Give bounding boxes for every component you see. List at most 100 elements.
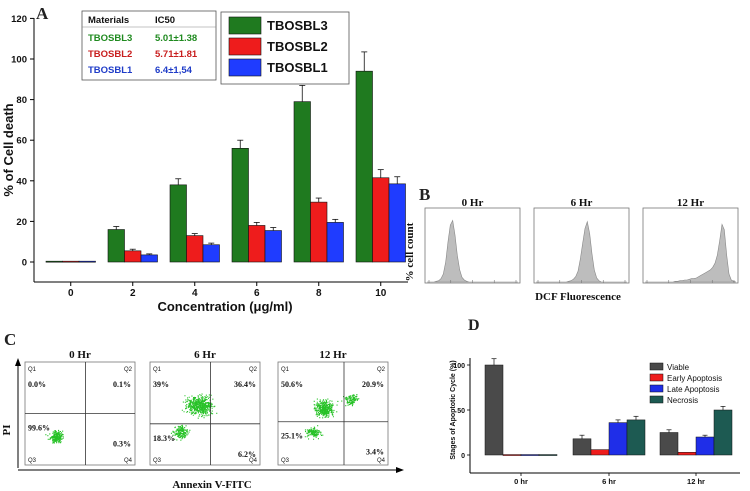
quadrant-q2-percent: 36.4% xyxy=(234,380,256,389)
bar-tbosbl1 xyxy=(264,230,282,263)
bar-tbosbl2 xyxy=(186,235,204,263)
panel-a-x-label: Concentration (μg/ml) xyxy=(157,299,292,314)
quadrant-tag: Q3 xyxy=(28,458,37,464)
ic50-row-material: TBOSBL3 xyxy=(88,33,132,44)
bar-late-apoptosis xyxy=(695,436,715,456)
histogram-1: 0 Hr xyxy=(424,197,521,284)
legend-swatch-tbosbl1 xyxy=(228,58,262,77)
bar-tbosbl1 xyxy=(202,244,220,263)
y-tick-label: 60 xyxy=(16,136,27,147)
legend-label-tbosbl1: TBOSBL1 xyxy=(267,60,328,75)
legend-label-tbosbl2: TBOSBL2 xyxy=(267,39,328,54)
panel-c-y-arrow xyxy=(15,358,21,366)
x-tick-label: 12 hr xyxy=(687,477,705,486)
panel-c: C 0 Hr Q1 Q2 Q3 Q4 0.0% 0.1% 99.6% 0.3% 6 Hr Q1 Q2 Q… xyxy=(1,330,404,491)
quadrant-q1-percent: 50.6% xyxy=(281,380,303,389)
bar-tbosbl1 xyxy=(140,254,158,263)
bar-tbosbl2 xyxy=(124,250,142,263)
bar-late-apoptosis xyxy=(608,422,628,456)
dotplot-title: 12 Hr xyxy=(319,349,346,361)
y-tick-label: 120 xyxy=(11,14,27,25)
panel-a-legend: TBOSBL3 TBOSBL2 TBOSBL1 xyxy=(220,11,350,85)
y-tick-label: 0 xyxy=(461,453,465,460)
y-tick-label: 80 xyxy=(16,95,27,106)
bar-tbosbl3 xyxy=(231,148,249,263)
bar-tbosbl1 xyxy=(326,222,344,263)
dotplot-1: 0 Hr Q1 Q2 Q3 Q4 0.0% 0.1% 99.6% 0.3% xyxy=(24,349,136,466)
dotplot-3: 12 Hr Q1 Q2 Q3 Q4 50.6% 20.9% 25.1% 3.4% xyxy=(277,349,389,466)
y-tick-label: 100 xyxy=(453,363,465,370)
panel-d-legend: Viable Early Apoptosis Late Apoptosis Ne… xyxy=(649,362,722,405)
histogram-3: 12 Hr xyxy=(642,197,739,284)
ic50-table-frame xyxy=(81,10,217,81)
histogram-area xyxy=(536,220,627,283)
bar-tbosbl3 xyxy=(45,260,63,263)
bar-early-apoptosis xyxy=(502,454,522,456)
quadrant-q3-percent: 99.6% xyxy=(28,424,50,433)
legend-swatch-late-apoptosis xyxy=(649,384,664,393)
quadrant-q3-percent: 18.3% xyxy=(153,434,175,443)
legend-label-late-apoptosis: Late Apoptosis xyxy=(667,385,719,394)
ic50-row-value: 5.01±1.38 xyxy=(155,33,197,44)
legend-label-early-apoptosis: Early Apoptosis xyxy=(667,374,722,383)
quadrant-tag: Q1 xyxy=(281,367,290,373)
quadrant-tag: Q3 xyxy=(281,458,290,464)
quadrant-q3-percent: 25.1% xyxy=(281,432,303,441)
bar-tbosbl2 xyxy=(310,201,328,263)
bar-necrosis xyxy=(538,454,558,456)
quadrant-tag: Q1 xyxy=(28,367,37,373)
quadrant-q2-percent: 0.1% xyxy=(113,380,131,389)
scatter-points xyxy=(304,394,360,440)
quadrant-q2-percent: 20.9% xyxy=(362,380,384,389)
legend-swatch-necrosis xyxy=(649,395,664,404)
quadrant-tag: Q1 xyxy=(153,367,162,373)
panel-c-dotplots: 0 Hr Q1 Q2 Q3 Q4 0.0% 0.1% 99.6% 0.3% 6 Hr Q1 Q2 Q3 Q… xyxy=(15,349,404,473)
histogram-title: 0 Hr xyxy=(462,197,484,209)
bar-early-apoptosis xyxy=(677,452,697,456)
y-tick-label: 20 xyxy=(16,217,27,228)
panel-b-label: B xyxy=(419,185,430,204)
dotplot-frame xyxy=(277,361,389,466)
x-tick-label: 8 xyxy=(316,288,322,299)
quadrant-tag: Q2 xyxy=(124,367,133,373)
legend-label-viable: Viable xyxy=(667,363,690,372)
panel-c-label: C xyxy=(4,330,16,349)
ic50-row-material: TBOSBL2 xyxy=(88,49,132,60)
histogram-title: 6 Hr xyxy=(571,197,593,209)
legend-swatch-tbosbl3 xyxy=(228,16,262,35)
panel-a-y-ticks: 0 20 40 60 80 100 120 xyxy=(11,14,34,269)
quadrant-tag: Q3 xyxy=(153,458,162,464)
bar-necrosis xyxy=(713,409,733,456)
histogram-area xyxy=(645,223,737,283)
legend-swatch-tbosbl2 xyxy=(228,37,262,56)
bar-necrosis xyxy=(626,419,646,456)
bar-tbosbl3 xyxy=(107,229,125,263)
ic50-header-materials: Materials xyxy=(88,15,129,26)
bar-late-apoptosis xyxy=(520,454,540,456)
panel-a: A 0 20 40 60 80 100 120 0 2 4 6 8 10 % of Cell deat… xyxy=(1,4,408,314)
bar-tbosbl3 xyxy=(355,70,373,263)
x-tick-label: 0 xyxy=(68,288,74,299)
bar-tbosbl3 xyxy=(293,101,311,263)
panel-a-x-ticks: 0 2 4 6 8 10 xyxy=(68,282,387,299)
y-tick-label: 0 xyxy=(22,258,27,269)
legend-swatch-viable xyxy=(649,362,664,371)
dotplot-title: 6 Hr xyxy=(194,349,216,361)
y-tick-label: 100 xyxy=(11,55,27,66)
legend-label-necrosis: Necrosis xyxy=(667,396,698,405)
scatter-points xyxy=(170,393,218,441)
quadrant-tag: Q4 xyxy=(249,458,258,464)
ic50-row-value: 6.4±1,54 xyxy=(155,65,193,76)
x-tick-label: 6 xyxy=(254,288,260,299)
quadrant-tag: Q2 xyxy=(377,367,386,373)
quadrant-q4-percent: 6.2% xyxy=(238,450,256,459)
legend-swatch-early-apoptosis xyxy=(649,373,664,382)
dotplot-2: 6 Hr Q1 Q2 Q3 Q4 39% 36.4% 18.3% 6.2% xyxy=(149,349,261,466)
panel-c-x-label: Annexin V-FITC xyxy=(172,479,251,491)
panel-d: D 0 50 100 0 hr 6 hr 12 hr Stages of Apoptot… xyxy=(450,317,740,486)
ic50-table: Materials IC50 TBOSBL3 5.01±1.38 TBOSBL2… xyxy=(81,10,217,81)
panel-b-x-label: DCF Fluorescence xyxy=(535,291,621,303)
x-tick-label: 2 xyxy=(130,288,136,299)
dotplot-title: 0 Hr xyxy=(69,349,91,361)
